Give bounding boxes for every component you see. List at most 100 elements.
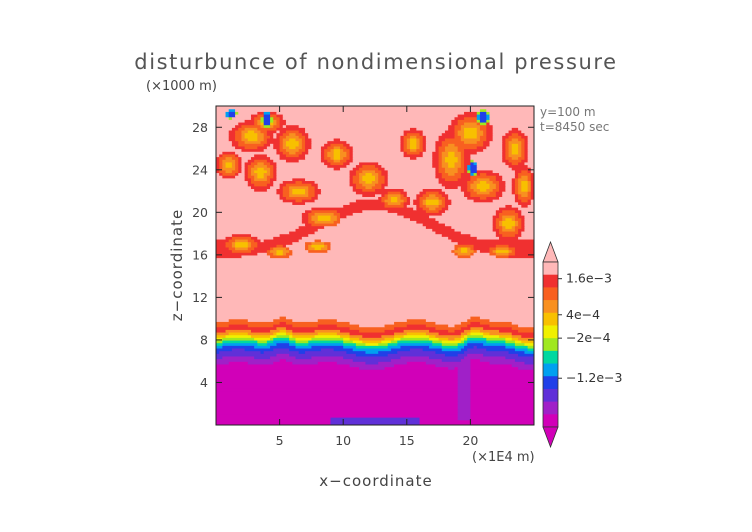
field-cell [406, 196, 411, 200]
field-cell [263, 113, 271, 118]
field-cell [216, 345, 223, 349]
field-cell [508, 145, 513, 150]
field-cell [216, 230, 290, 235]
field-cell [403, 193, 408, 197]
field-cell [492, 124, 534, 128]
field-cell [301, 137, 306, 142]
field-cell [235, 172, 239, 176]
field-cell [495, 191, 503, 195]
field-cell [530, 172, 534, 176]
field-cell [514, 191, 519, 195]
field-cell [305, 350, 347, 354]
field-cell [460, 358, 471, 362]
field-cell [276, 161, 325, 166]
field-cell [470, 321, 481, 325]
field-cell [438, 153, 443, 158]
field-cell [432, 164, 440, 168]
field-cell [464, 191, 471, 195]
colorbar-extend-low [542, 426, 559, 449]
field-cell [298, 129, 306, 134]
field-cell [305, 148, 309, 152]
field-cell [438, 148, 446, 152]
field-cell [273, 347, 290, 352]
field-cell [225, 241, 233, 245]
field-cell [489, 249, 494, 253]
field-cell [425, 323, 449, 328]
field-cell [349, 169, 357, 174]
field-cell [257, 113, 265, 118]
field-cell [378, 361, 408, 365]
field-cell [486, 116, 491, 120]
field-cell [289, 132, 297, 136]
field-cell [359, 172, 367, 176]
y-axis-label: z−coordinate [168, 209, 186, 321]
field-cell [403, 199, 408, 203]
field-cell [250, 241, 258, 245]
field-cell [305, 201, 351, 205]
field-cell [489, 177, 497, 182]
field-cell [403, 188, 424, 192]
field-cell [216, 209, 306, 213]
field-cell [511, 217, 516, 221]
field-cell [292, 252, 456, 256]
field-cell [305, 222, 312, 227]
field-cell [349, 334, 363, 338]
field-cell [448, 143, 456, 147]
field-cell [518, 337, 534, 341]
field-cell [518, 175, 522, 179]
field-cell [289, 246, 306, 251]
field-cell [324, 143, 332, 147]
field-cell [495, 230, 500, 235]
field-cell [457, 145, 478, 150]
field-cell [308, 212, 316, 216]
field-cell [422, 148, 427, 152]
field-cell [231, 241, 236, 245]
field-cell [235, 238, 249, 243]
field-cell [460, 321, 471, 325]
field-cell [397, 350, 437, 354]
field-cell [362, 183, 376, 187]
field-cell [305, 140, 312, 144]
field-cell [270, 116, 274, 120]
field-cell [336, 214, 341, 219]
field-cell [457, 132, 465, 136]
field-cell [460, 135, 465, 139]
field-cell [301, 140, 306, 144]
field-cell [254, 159, 268, 163]
field-cell [352, 188, 363, 192]
field-cell [470, 329, 481, 333]
field-cell [521, 193, 529, 197]
field-cell [511, 337, 519, 341]
field-cell [454, 337, 462, 341]
pressure-field [216, 106, 534, 425]
field-cell [508, 252, 516, 256]
field-cell [384, 201, 389, 205]
field-cell [422, 188, 443, 192]
field-cell [216, 124, 236, 128]
field-cell [254, 169, 268, 174]
field-cell [266, 252, 274, 256]
field-cell [216, 414, 459, 418]
field-cell [365, 185, 373, 190]
field-cell [276, 113, 284, 118]
field-cell [514, 246, 534, 251]
field-cell [460, 164, 465, 168]
field-cell [444, 159, 459, 163]
field-cell [486, 119, 491, 123]
field-cell [222, 175, 236, 179]
field-cell [343, 161, 351, 166]
field-cell [457, 409, 471, 413]
field-cell [457, 371, 471, 376]
field-cell [216, 135, 230, 139]
field-cell [435, 363, 471, 368]
field-cell [352, 358, 392, 362]
field-cell [438, 135, 456, 139]
field-cell [352, 167, 360, 171]
field-cell [254, 345, 271, 349]
field-cell [416, 145, 421, 150]
field-cell [457, 366, 471, 370]
field-cell [397, 199, 405, 203]
field-cell [444, 177, 459, 182]
field-cell [508, 350, 526, 354]
